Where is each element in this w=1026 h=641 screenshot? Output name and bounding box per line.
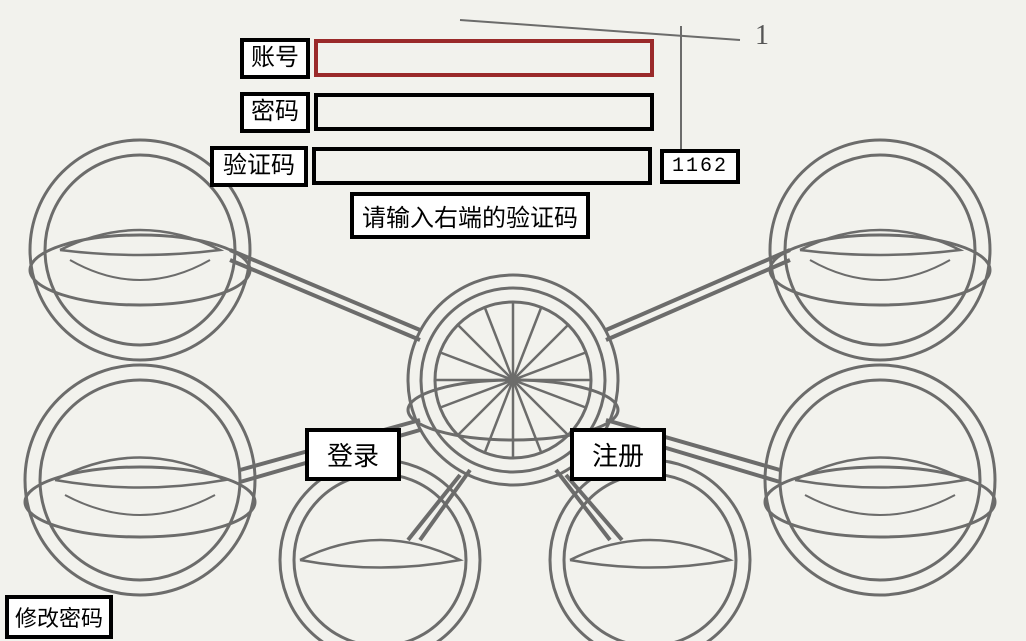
diagram-annotation-1: 1: [755, 20, 769, 52]
captcha-hint-row: 请输入右端的验证码: [350, 192, 590, 239]
captcha-input[interactable]: [312, 147, 652, 185]
captcha-row: 验证码 1162: [210, 146, 740, 187]
captcha-label: 验证码: [210, 146, 308, 187]
login-button[interactable]: 登录: [305, 428, 401, 481]
account-row: 账号: [240, 38, 654, 79]
change-password-button[interactable]: 修改密码: [5, 595, 113, 639]
password-row: 密码: [240, 92, 654, 133]
account-label: 账号: [240, 38, 310, 79]
account-input[interactable]: [314, 39, 654, 77]
password-input[interactable]: [314, 93, 654, 131]
password-label: 密码: [240, 92, 310, 133]
captcha-hint: 请输入右端的验证码: [350, 192, 590, 239]
captcha-code: 1162: [660, 149, 740, 184]
register-button[interactable]: 注册: [570, 428, 666, 481]
